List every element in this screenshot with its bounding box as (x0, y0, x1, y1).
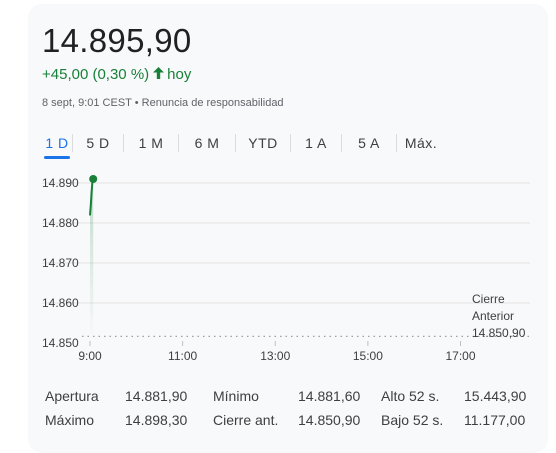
tab-divider (396, 134, 397, 152)
stats-row-2: Máximo 14.898,30 Cierre ant. 14.850,90 B… (45, 410, 535, 434)
tab-5-d[interactable]: 5 D (86, 135, 110, 151)
x-tick-label: 15:00 (353, 349, 383, 363)
quote-meta: 8 sept, 9:01 CEST • Renuncia de responsa… (42, 95, 284, 111)
quote-card (28, 4, 548, 453)
tab-divider (178, 134, 179, 152)
tab-divider (290, 134, 291, 152)
tab-ytd[interactable]: YTD (248, 135, 278, 151)
tab-1-a[interactable]: 1 A (305, 135, 327, 151)
tab-5-a[interactable]: 5 A (358, 135, 380, 151)
price-change: +45,00 (0,30 %) hoy (42, 65, 191, 85)
tab-1-m[interactable]: 1 M (138, 135, 164, 151)
stat-value-low: 14.881,60 (298, 388, 361, 404)
previous-close-label: Anterior (472, 309, 514, 323)
x-tick-label: 17:00 (446, 349, 476, 363)
tab-m-x[interactable]: Máx. (404, 135, 438, 151)
tab-1-d[interactable]: 1 D (42, 132, 72, 159)
stat-value-open: 14.881,90 (125, 388, 188, 404)
previous-close-label: Cierre (472, 292, 505, 306)
stat-value-52w-low: 11.177,00 (464, 412, 526, 428)
stat-value-prev-close: 14.850,90 (298, 412, 361, 428)
change-value: +45,00 (0,30 %) (42, 66, 150, 83)
stat-value-52w-high: 15.443,90 (464, 388, 527, 404)
stat-label-high: Máximo (45, 412, 95, 428)
stat-label-open: Apertura (45, 388, 99, 404)
y-tick-label: 14.890 (42, 176, 79, 190)
y-tick-label: 14.880 (42, 216, 79, 230)
arrow-up-icon (153, 65, 165, 85)
stats-table: Apertura 14.881,90 Mínimo 14.881,60 Alto… (45, 386, 535, 434)
stats-row-1: Apertura 14.881,90 Mínimo 14.881,60 Alto… (45, 386, 535, 410)
current-price: 14.895,90 (42, 22, 192, 59)
quote-timestamp: 8 sept, 9:01 CEST (42, 97, 132, 109)
meta-separator: • (134, 97, 139, 109)
stat-label-prev-close: Cierre ant. (213, 412, 279, 428)
stat-label-52w-low: Bajo 52 s. (381, 412, 444, 428)
last-price-dot (89, 175, 98, 183)
tab-divider (123, 134, 124, 152)
x-tick-label: 11:00 (168, 349, 197, 363)
series-area (90, 179, 94, 340)
time-range-tabs: 1 D 5 D 1 M 6 M YTD 1 A 5 A Máx. (42, 130, 445, 159)
change-period: hoy (167, 66, 192, 83)
stat-label-52w-high: Alto 52 s. (381, 388, 440, 404)
previous-close-label: 14.850,90 (472, 326, 526, 340)
disclaimer-link[interactable]: Renuncia de responsabilidad (141, 97, 284, 109)
stat-label-low: Mínimo (213, 388, 259, 404)
tab-divider (72, 134, 73, 152)
tab-divider (235, 134, 236, 152)
tab-divider (341, 134, 342, 152)
tab-6-m[interactable]: 6 M (194, 135, 220, 151)
y-tick-label: 14.870 (42, 256, 79, 270)
y-tick-label: 14.850 (42, 336, 79, 350)
x-tick-label: 9:00 (78, 349, 102, 363)
y-tick-label: 14.860 (42, 296, 79, 310)
stat-value-high: 14.898,30 (125, 412, 188, 428)
x-tick-label: 13:00 (260, 349, 290, 363)
